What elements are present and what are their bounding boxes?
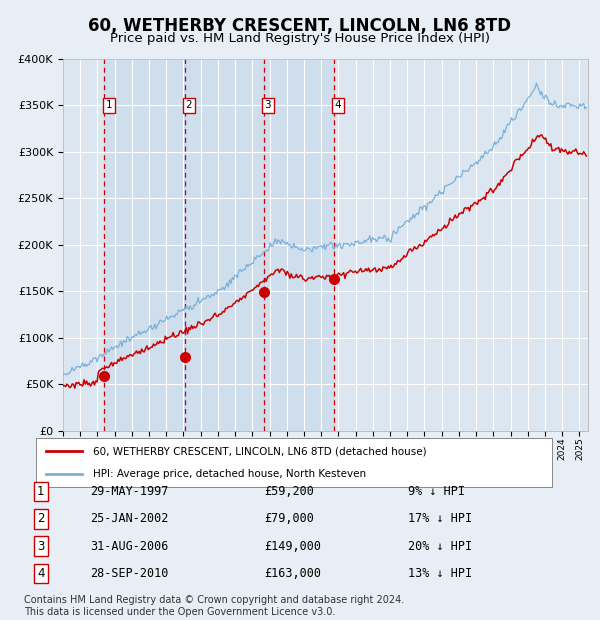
Text: 17% ↓ HPI: 17% ↓ HPI xyxy=(408,513,472,525)
Text: 3: 3 xyxy=(37,540,44,552)
Text: 60, WETHERBY CRESCENT, LINCOLN, LN6 8TD: 60, WETHERBY CRESCENT, LINCOLN, LN6 8TD xyxy=(89,17,511,35)
Text: £163,000: £163,000 xyxy=(264,567,321,580)
Text: 29-MAY-1997: 29-MAY-1997 xyxy=(90,485,169,498)
Text: 2: 2 xyxy=(185,100,192,110)
Text: HPI: Average price, detached house, North Kesteven: HPI: Average price, detached house, Nort… xyxy=(93,469,366,479)
Text: £59,200: £59,200 xyxy=(264,485,314,498)
Text: 25-JAN-2002: 25-JAN-2002 xyxy=(90,513,169,525)
Text: 9% ↓ HPI: 9% ↓ HPI xyxy=(408,485,465,498)
Text: Price paid vs. HM Land Registry's House Price Index (HPI): Price paid vs. HM Land Registry's House … xyxy=(110,32,490,45)
Text: 1: 1 xyxy=(37,485,44,498)
Text: 4: 4 xyxy=(335,100,341,110)
Bar xyxy=(104,59,185,431)
Text: £149,000: £149,000 xyxy=(264,540,321,552)
Text: 31-AUG-2006: 31-AUG-2006 xyxy=(90,540,169,552)
Text: 28-SEP-2010: 28-SEP-2010 xyxy=(90,567,169,580)
Text: 4: 4 xyxy=(37,567,44,580)
Bar xyxy=(185,59,264,431)
Text: 1: 1 xyxy=(106,100,112,110)
Text: Contains HM Land Registry data © Crown copyright and database right 2024.
This d: Contains HM Land Registry data © Crown c… xyxy=(24,595,404,617)
Text: 13% ↓ HPI: 13% ↓ HPI xyxy=(408,567,472,580)
Text: 20% ↓ HPI: 20% ↓ HPI xyxy=(408,540,472,552)
Text: 60, WETHERBY CRESCENT, LINCOLN, LN6 8TD (detached house): 60, WETHERBY CRESCENT, LINCOLN, LN6 8TD … xyxy=(93,446,427,456)
Text: 2: 2 xyxy=(37,513,44,525)
Text: £79,000: £79,000 xyxy=(264,513,314,525)
Bar xyxy=(264,59,334,431)
Text: 3: 3 xyxy=(265,100,271,110)
